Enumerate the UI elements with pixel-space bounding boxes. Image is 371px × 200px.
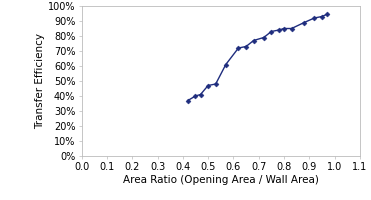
X-axis label: Area Ratio (Opening Area / Wall Area): Area Ratio (Opening Area / Wall Area) [123,175,319,185]
Y-axis label: Transfer Efficiency: Transfer Efficiency [35,33,45,129]
